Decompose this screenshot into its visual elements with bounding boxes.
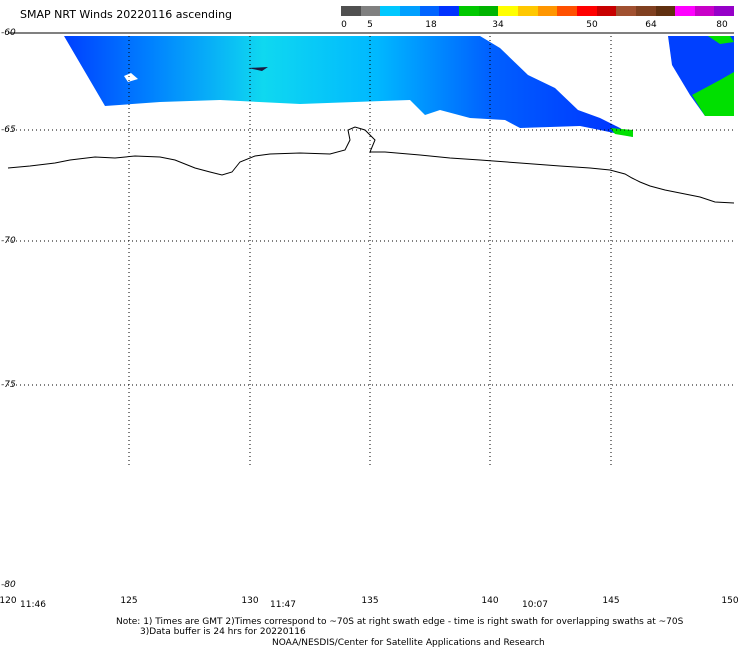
- color-scale-segment: [498, 6, 518, 16]
- lat-label: -80: [1, 580, 16, 590]
- data-gap: [124, 73, 138, 82]
- color-scale-segment: [557, 6, 577, 16]
- lat-label: -75: [1, 380, 16, 390]
- wind-swath-right-green-top: [708, 36, 734, 44]
- land-speck: [248, 67, 268, 71]
- lat-label: -70: [1, 236, 16, 246]
- color-scale-segment: [576, 6, 597, 16]
- color-scale-label: 64: [645, 20, 657, 30]
- lat-label: -60: [1, 28, 16, 38]
- color-scale-segment: [694, 6, 715, 16]
- wind-swath-main: [64, 36, 633, 137]
- color-scale-segment: [616, 6, 636, 16]
- color-scale-label: 50: [586, 20, 598, 30]
- color-scale-segment: [458, 6, 479, 16]
- note-line-3: NOAA/NESDIS/Center for Satellite Applica…: [272, 638, 545, 648]
- lon-label: 145: [602, 596, 620, 606]
- color-scale-segment: [517, 6, 538, 16]
- swath-time: 11:46: [20, 600, 46, 610]
- color-scale-segment: [596, 6, 617, 16]
- color-scale-segment: [439, 6, 459, 16]
- note-line-1: Note: 1) Times are GMT 2)Times correspon…: [116, 617, 684, 627]
- lon-label: 125: [120, 596, 138, 606]
- color-scale-segment: [714, 6, 735, 16]
- color-scale-label: 18: [425, 20, 437, 30]
- map-title: SMAP NRT Winds 20220116 ascending: [20, 8, 233, 21]
- swath-time: 11:47: [270, 600, 296, 610]
- color-scale-labels: 0 5 18 34 50 64 80: [330, 20, 740, 32]
- color-scale-segment: [360, 6, 381, 16]
- color-scale-label: 34: [492, 20, 504, 30]
- lat-label: -65: [1, 125, 16, 135]
- note-line-2: 3)Data buffer is 24 hrs for 20220116: [140, 627, 306, 637]
- color-scale-label: 5: [367, 20, 373, 30]
- color-scale-label: 0: [341, 20, 347, 30]
- color-scale-segment: [341, 6, 361, 16]
- wind-swath-right-green: [692, 72, 734, 116]
- lon-label: 140: [481, 596, 499, 606]
- color-scale-segment: [478, 6, 499, 16]
- lon-label: 130: [241, 596, 259, 606]
- coastline: [7, 126, 735, 204]
- lon-label: 120: [0, 596, 17, 606]
- color-scale-label: 80: [716, 20, 728, 30]
- color-scale-segment: [635, 6, 656, 16]
- lon-label: 150: [721, 596, 739, 606]
- color-scale-segment: [655, 6, 676, 16]
- color-scale-segment: [675, 6, 695, 16]
- color-scale-segment: [380, 6, 400, 16]
- graticule: [8, 36, 734, 465]
- color-scale-segment: [537, 6, 558, 16]
- color-scale-segment: [419, 6, 440, 16]
- lon-label: 135: [361, 596, 379, 606]
- swath-time: 10:07: [522, 600, 548, 610]
- wind-speed-color-scale: [341, 6, 735, 16]
- wind-swath-green-edge: [610, 128, 633, 137]
- color-scale-segment: [399, 6, 420, 16]
